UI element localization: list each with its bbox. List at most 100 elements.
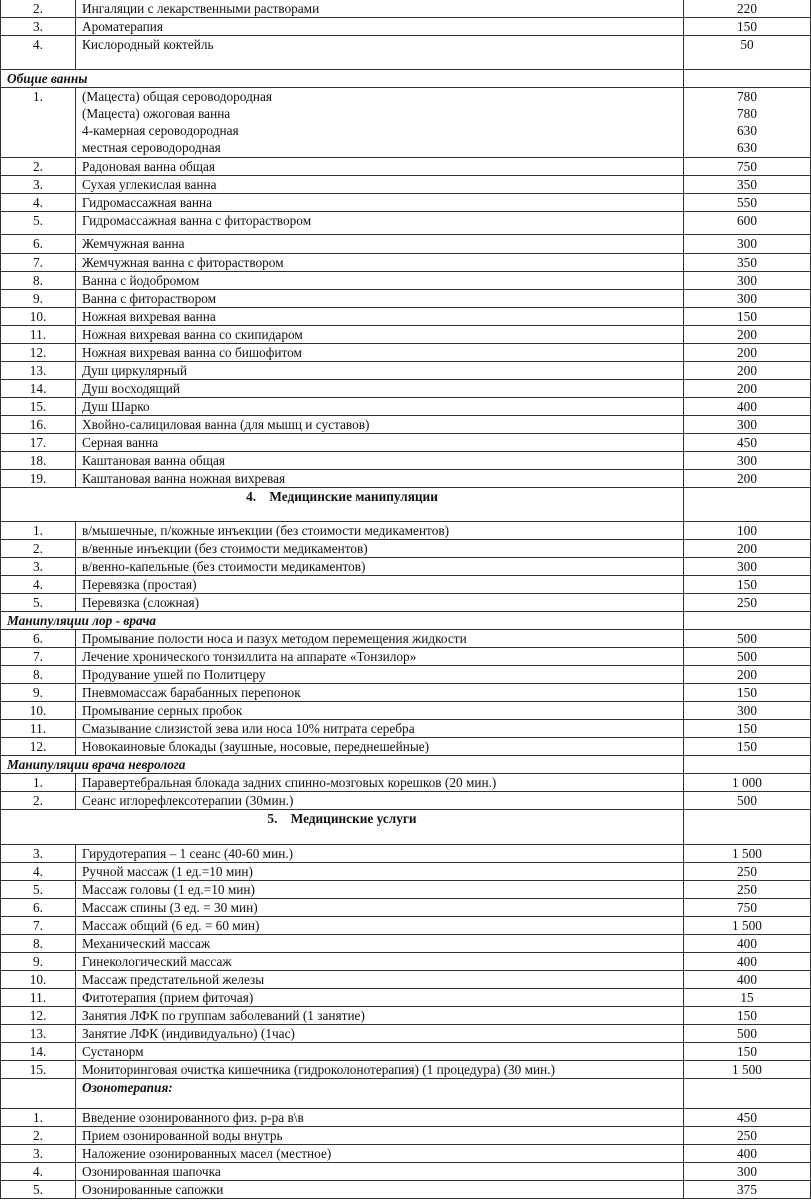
service-price: 250 — [683, 1126, 811, 1145]
subsection-title: Озонотерапия: — [75, 1078, 684, 1109]
section-header: 5. Медицинские услуги — [0, 809, 811, 845]
service-price: 150 — [683, 737, 811, 756]
service-row: 19. Каштановая ванна ножная вихревая 200 — [0, 469, 811, 488]
service-price: 300 — [683, 557, 811, 576]
service-price: 200 — [683, 343, 811, 362]
service-price: 600 — [683, 211, 811, 235]
service-price: 150 — [683, 307, 811, 326]
service-price: 300 — [683, 234, 811, 254]
item-number: 13. — [0, 361, 76, 380]
service-price: 630 — [737, 140, 757, 155]
service-price: 630 — [737, 123, 757, 138]
service-name: Массаж спины (3 ед. = 30 мин) — [75, 898, 684, 917]
empty-price-cell — [683, 755, 811, 774]
service-price: 750 — [683, 157, 811, 176]
service-name: Мониторинговая очистка кишечника (гидрок… — [75, 1060, 684, 1079]
service-name: Пневмомассаж барабанных перепонок — [75, 683, 684, 702]
service-name: Промывание серных пробок — [75, 701, 684, 720]
item-number: 10. — [0, 701, 76, 720]
service-name: Смазывание слизистой зева или носа 10% н… — [75, 719, 684, 738]
service-price: 500 — [683, 629, 811, 648]
service-name: Гирудотерапия – 1 сеанс (40-60 мин.) — [75, 844, 684, 863]
item-number: 9. — [0, 952, 76, 971]
service-row: 8. Продувание ушей по Политцеру 200 — [0, 665, 811, 684]
service-price: 300 — [683, 451, 811, 470]
item-number: 3. — [0, 17, 76, 36]
service-row: 1. Паравертебральная блокада задних спинн… — [0, 773, 811, 792]
item-number: 11. — [0, 719, 76, 738]
service-name: Ингаляции с лекарственными растворами — [75, 0, 684, 18]
service-name: (Мацеста) ожоговая ванна — [82, 106, 231, 121]
service-row: 15. Душ Шарко 400 — [0, 397, 811, 416]
item-number: 19. — [0, 469, 76, 488]
item-number: 2. — [0, 791, 76, 810]
service-row: 6. Жемчужная ванна 300 — [0, 234, 811, 254]
empty-number-cell — [0, 1078, 76, 1109]
service-name: Хвойно-салициловая ванна (для мышц и сус… — [75, 415, 684, 434]
service-row: 2. Сеанс иглорефлексотерапии (30мин.) 500 — [0, 791, 811, 810]
item-number: 14. — [0, 1042, 76, 1061]
service-row: 18. Каштановая ванна общая 300 — [0, 451, 811, 470]
item-number: 6. — [0, 898, 76, 917]
service-price: 200 — [683, 469, 811, 488]
item-number: 3. — [0, 175, 76, 194]
service-row: 8. Механический массаж 400 — [0, 934, 811, 953]
service-row: 5. Перевязка (сложная) 250 — [0, 593, 811, 612]
service-row: 4. Кислородный коктейль 50 — [0, 35, 811, 70]
item-number: 3. — [0, 1144, 76, 1163]
service-name: в/венно-капельные (без стоимости медикам… — [75, 557, 684, 576]
service-price: 450 — [683, 433, 811, 452]
service-price: 780 — [737, 106, 757, 121]
service-name: Ножная вихревая ванна со бишофитом — [75, 343, 684, 362]
service-name: Ванна с йодобромом — [75, 271, 684, 290]
subsection-header: Манипуляции врача невролога — [0, 755, 811, 774]
service-price: 150 — [683, 575, 811, 594]
service-price: 400 — [683, 934, 811, 953]
empty-price-cell — [683, 487, 811, 522]
item-number: 3. — [0, 844, 76, 863]
service-row: 9. Ванна с фитораствором 300 — [0, 289, 811, 308]
service-price: 300 — [683, 289, 811, 308]
service-row: 5. Массаж головы (1 ед.=10 мин) 250 — [0, 880, 811, 899]
item-number: 5. — [0, 593, 76, 612]
service-name: Массаж головы (1 ед.=10 мин) — [75, 880, 684, 899]
service-row: 5. Озонированные сапожки 375 — [0, 1180, 811, 1199]
section-title: 5. Медицинские услуги — [0, 809, 684, 845]
service-row: 10. Массаж предстательной железы 400 — [0, 970, 811, 989]
item-number: 2. — [0, 539, 76, 558]
service-name: Жемчужная ванна — [75, 234, 684, 254]
service-price: 1 500 — [683, 844, 811, 863]
subsection-header: Общие ванны — [0, 69, 811, 88]
service-name: Сухая углекислая ванна — [75, 175, 684, 194]
service-name: Кислородный коктейль — [75, 35, 684, 70]
service-name: Ножная вихревая ванна со скипидаром — [75, 325, 684, 344]
item-number: 10. — [0, 970, 76, 989]
service-name: 4-камерная сероводородная — [82, 123, 239, 138]
item-number: 1. — [0, 773, 76, 792]
service-price: 250 — [683, 880, 811, 899]
service-row: 5. Гидромассажная ванна с фитораствором 60… — [0, 211, 811, 235]
service-name: Ножная вихревая ванна — [75, 307, 684, 326]
service-price: 150 — [683, 17, 811, 36]
service-row: 3. Ароматерапия 150 — [0, 17, 811, 36]
service-row: 7. Жемчужная ванна с фитораствором 350 — [0, 253, 811, 272]
service-row: 12. Новокаиновые блокады (заушные, носовы… — [0, 737, 811, 756]
item-number: 6. — [0, 629, 76, 648]
service-price: 200 — [683, 361, 811, 380]
item-number: 1. — [0, 87, 76, 158]
service-price: 150 — [683, 1006, 811, 1025]
item-number: 8. — [0, 665, 76, 684]
service-price: 200 — [683, 539, 811, 558]
service-name: в/мышечные, п/кожные инъекции (без стоим… — [75, 521, 684, 540]
subsection-header: Озонотерапия: — [0, 1078, 811, 1109]
item-number: 2. — [0, 1126, 76, 1145]
service-row: 7. Лечение хронического тонзиллита на апп… — [0, 647, 811, 666]
empty-price-cell — [683, 809, 811, 845]
item-number: 15. — [0, 1060, 76, 1079]
item-number: 9. — [0, 289, 76, 308]
service-row: 4. Ручной массаж (1 ед.=10 мин) 250 — [0, 862, 811, 881]
item-number: 15. — [0, 397, 76, 416]
item-number: 1. — [0, 1108, 76, 1127]
item-number: 7. — [0, 647, 76, 666]
